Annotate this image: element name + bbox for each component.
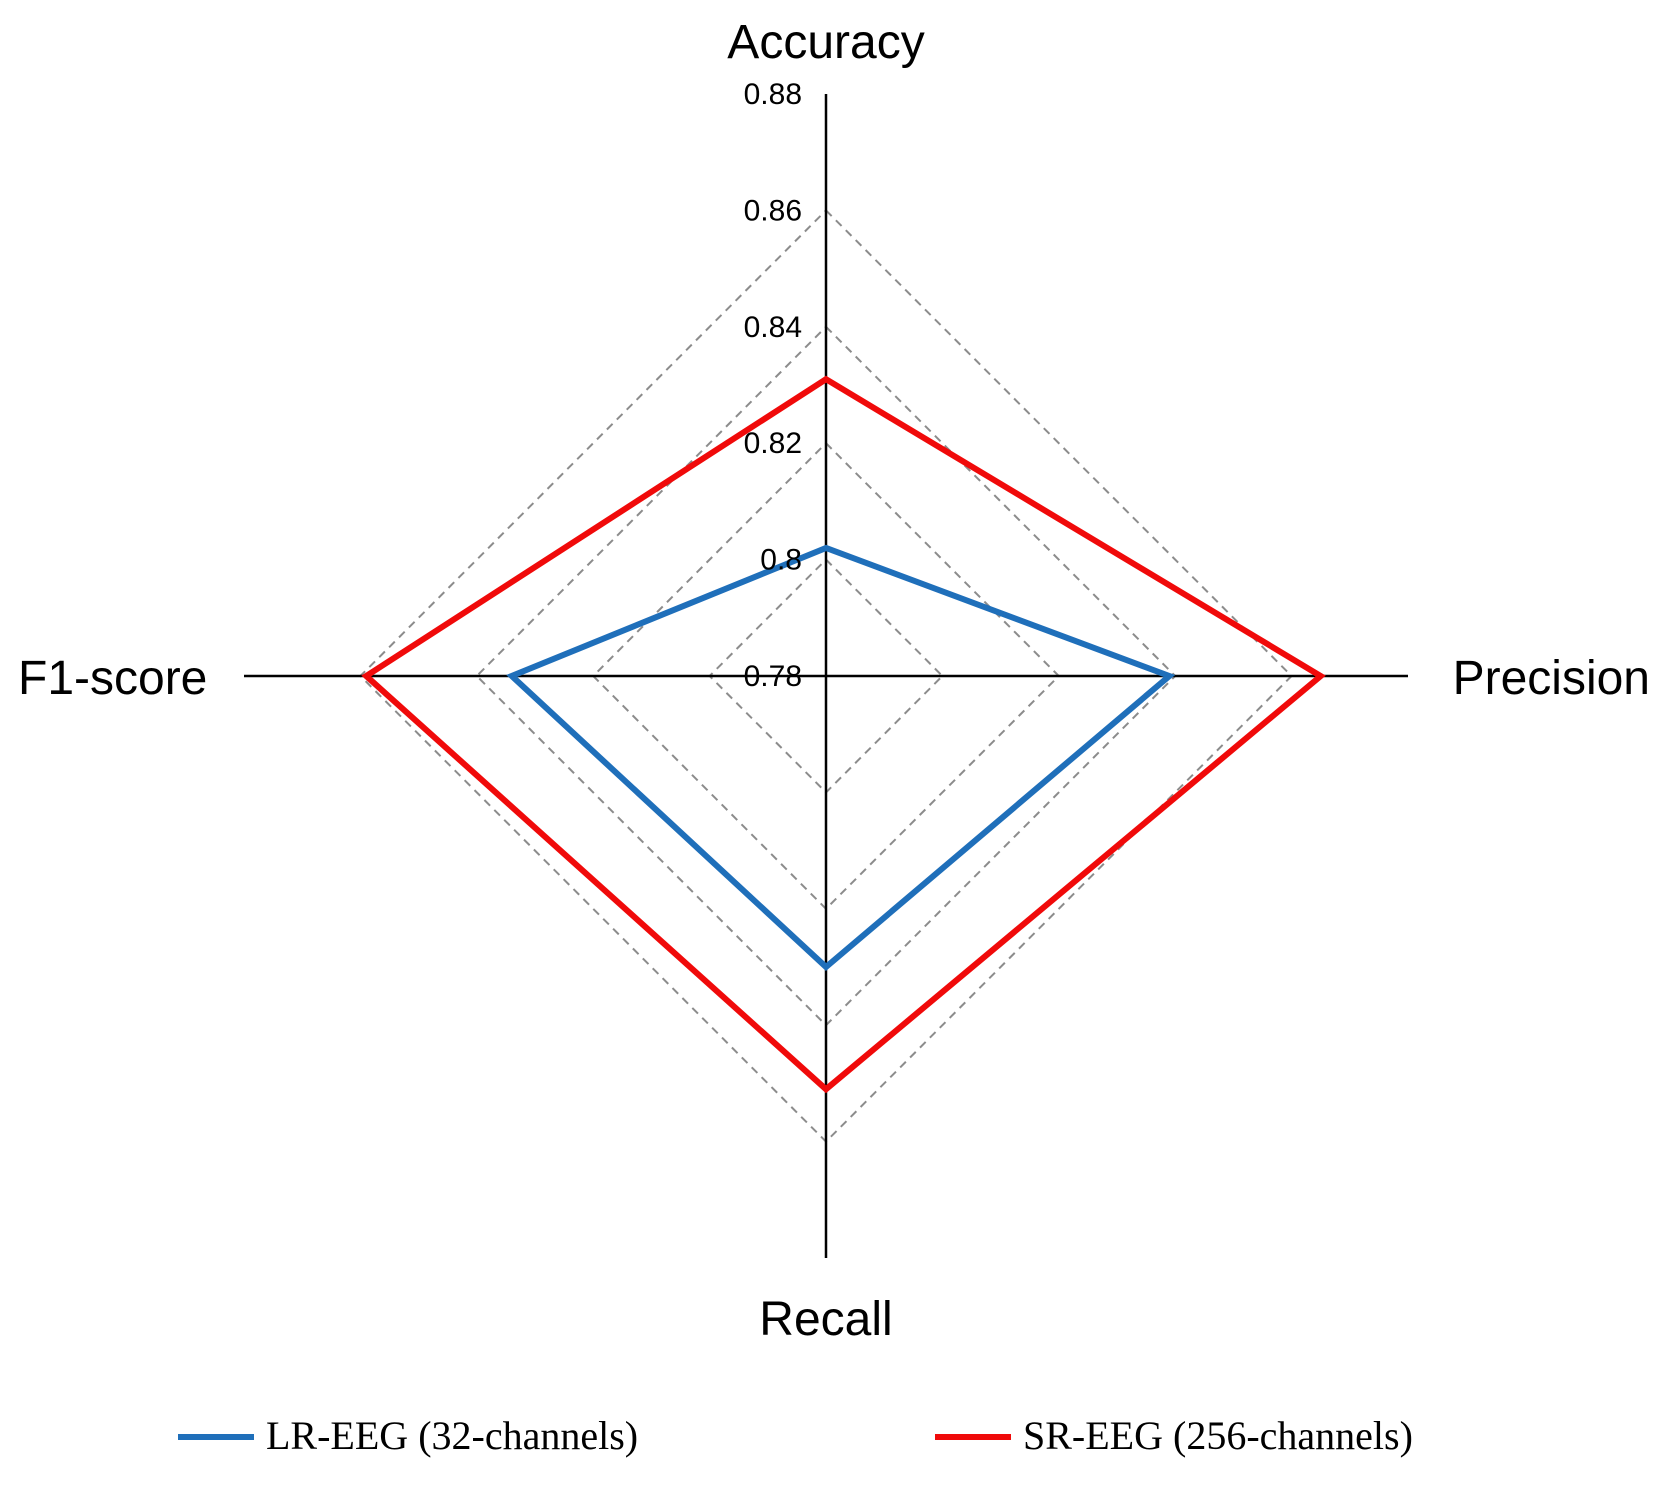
axis-label: Accuracy <box>727 16 924 69</box>
axes-layer <box>244 94 1408 1258</box>
axis-label: Recall <box>759 1293 892 1346</box>
series-polygon <box>506 544 1176 972</box>
legend: LR-EEG (32-channels) SR-EEG (256-channels… <box>178 1413 1413 1458</box>
axis-label: Precision <box>1453 652 1650 705</box>
tick-label: 0.78 <box>744 660 802 693</box>
tick-label: 0.84 <box>744 311 802 344</box>
legend-label: SR-EEG (256-channels) <box>1023 1413 1413 1458</box>
series-polygon <box>361 375 1326 1094</box>
legend-label: LR-EEG (32-channels) <box>266 1413 638 1458</box>
tick-label: 0.86 <box>744 194 802 227</box>
tick-label: 0.82 <box>744 427 802 460</box>
series-layer <box>361 375 1326 1094</box>
tick-label: 0.8 <box>760 544 802 577</box>
axis-label: F1-score <box>18 652 207 705</box>
tick-labels: 0.78 0.8 0.82 0.84 0.86 0.88 <box>744 78 802 693</box>
axis-labels: Accuracy Precision Recall F1-score <box>18 16 1650 1346</box>
tick-label: 0.88 <box>744 78 802 111</box>
